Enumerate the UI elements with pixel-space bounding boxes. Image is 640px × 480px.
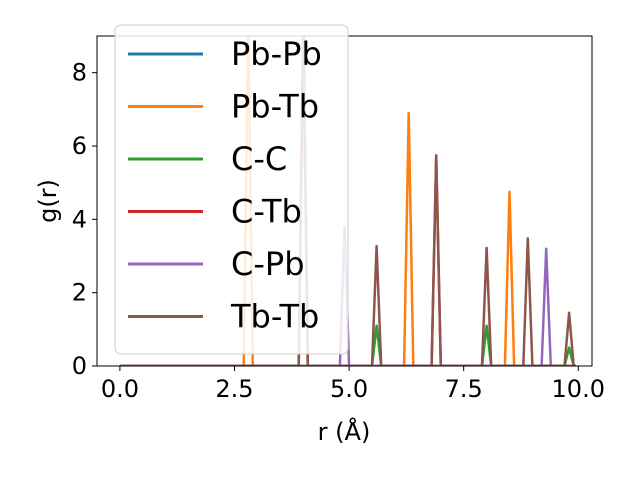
x-tick-label: 2.5 (215, 375, 253, 403)
legend-label-pb-tb: Pb-Tb (231, 88, 319, 126)
x-tick-label: 7.5 (445, 375, 483, 403)
y-axis-label: g(r) (34, 179, 62, 223)
x-tick-label: 0.0 (101, 375, 139, 403)
y-tick-label: 4 (72, 205, 87, 233)
x-axis-label: r (Å) (318, 417, 371, 446)
legend-label-tb-tb: Tb-Tb (230, 298, 319, 336)
legend-label-c-tb: C-Tb (231, 193, 302, 231)
y-axis-ticks: 0 2 4 6 8 (72, 59, 97, 380)
legend-label-pb-pb: Pb-Pb (231, 35, 322, 73)
y-tick-label: 2 (72, 279, 87, 307)
x-tick-label: 10.0 (552, 375, 605, 403)
series-line-c-c (119, 324, 576, 366)
legend: Pb-Pb Pb-Tb C-C C-Tb C-Pb Tb-Tb (114, 24, 349, 355)
x-axis-ticks: 0.0 2.5 5.0 7.5 10.0 (101, 366, 605, 403)
y-tick-label: 8 (72, 59, 87, 87)
legend-label-c-pb: C-Pb (231, 245, 305, 283)
y-tick-label: 0 (72, 352, 87, 380)
x-tick-label: 5.0 (330, 375, 368, 403)
y-tick-label: 6 (72, 132, 87, 160)
legend-label-c-c: C-C (231, 140, 287, 178)
